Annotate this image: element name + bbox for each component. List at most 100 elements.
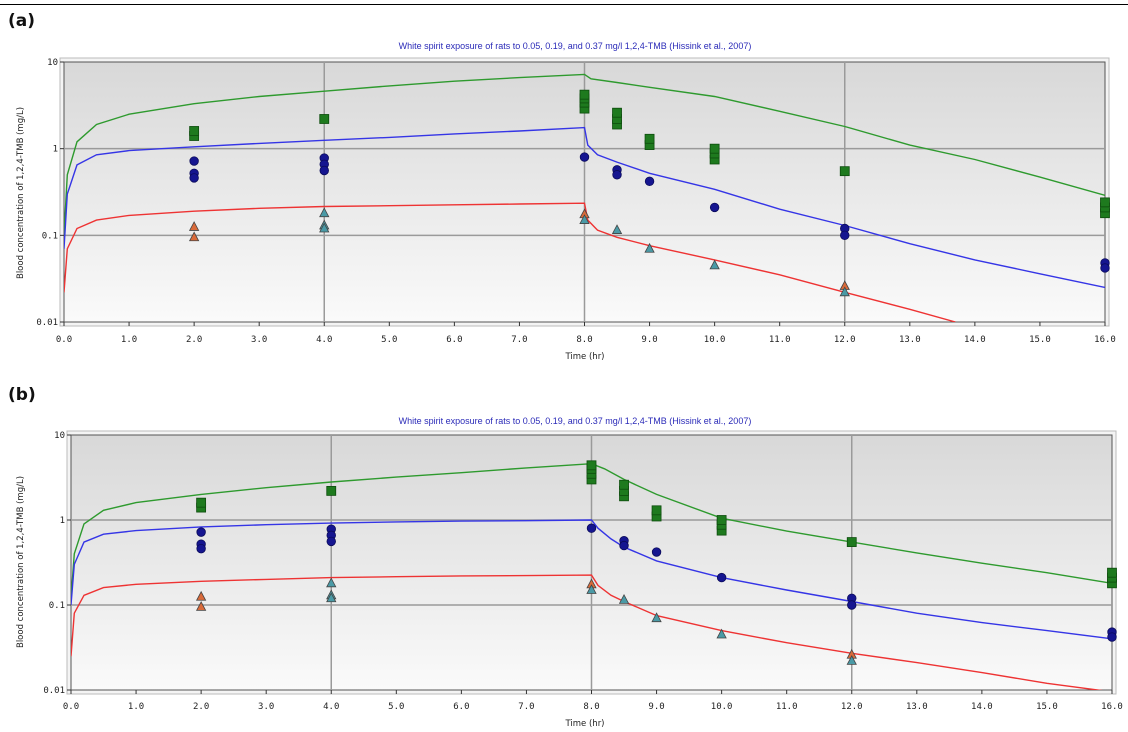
data-point-circle (840, 230, 850, 241)
data-point-circle (189, 173, 199, 183)
data-point-triangle (709, 259, 720, 270)
x-tick-label: 5.0 (388, 702, 404, 712)
x-tick-label: 10.0 (704, 335, 726, 345)
y-axis-label: Blood concentration of 1,2,4-TMB (mg/L) (16, 476, 26, 648)
x-tick-label: 5.0 (381, 335, 397, 345)
data-point-circle (326, 536, 336, 547)
data-point-triangle (611, 224, 623, 234)
data-point-triangle (839, 286, 850, 297)
data-point-square (651, 505, 662, 516)
data-point-triangle (319, 222, 330, 233)
x-tick-label: 3.0 (258, 702, 274, 712)
x-tick-label: 3.0 (251, 335, 267, 345)
series-line (71, 462, 1112, 599)
y-axis-label: Blood concentration of 1,2,4-TMB (mg/L) (16, 107, 26, 279)
x-tick-label: 8.0 (583, 702, 599, 712)
data-point-circle (586, 523, 597, 533)
data-point-square (839, 166, 850, 177)
data-point-circle (1107, 632, 1117, 642)
data-point-circle (651, 547, 662, 557)
data-point-triangle (586, 584, 597, 594)
data-point-circle (196, 543, 206, 554)
data-point-triangle (846, 655, 857, 665)
data-point-square (846, 537, 857, 547)
y-tick-label: 1 (53, 145, 58, 155)
x-tick-label: 11.0 (776, 702, 798, 712)
data-point-triangle (644, 242, 655, 253)
data-point-circle (189, 156, 199, 166)
data-point-circle (847, 600, 857, 610)
x-tick-label: 7.0 (518, 702, 534, 712)
panel-b: (b) White spirit exposure of rats to 0.0… (8, 385, 1123, 729)
x-tick-label: 15.0 (1036, 702, 1058, 712)
x-tick-label: 0.0 (63, 702, 79, 712)
data-point-circle (644, 176, 655, 187)
x-tick-label: 13.0 (899, 335, 921, 345)
data-point-triangle (326, 592, 337, 603)
top-rule (0, 4, 1128, 5)
data-point-triangle (326, 577, 337, 588)
x-tick-label: 7.0 (511, 335, 527, 345)
x-tick-label: 9.0 (648, 702, 664, 712)
data-point-square (586, 460, 597, 471)
data-point-square (326, 485, 337, 496)
x-tick-label: 6.0 (453, 702, 469, 712)
series-line (71, 519, 1112, 640)
data-point-triangle (188, 221, 200, 231)
data-point-circle (196, 527, 206, 537)
data-point-square (189, 126, 200, 136)
series-line (71, 574, 1103, 690)
data-point-square (612, 107, 622, 118)
data-point-circle (716, 572, 727, 583)
x-tick-label: 1.0 (121, 335, 137, 345)
data-point-triangle (195, 590, 207, 601)
panel-label: (a) (8, 11, 35, 31)
data-point-square (319, 114, 330, 124)
panel-label: (b) (8, 385, 36, 405)
x-tick-label: 11.0 (769, 335, 791, 345)
x-tick-label: 4.0 (323, 702, 339, 712)
data-point-circle (619, 540, 629, 551)
observed-group (195, 460, 1117, 665)
data-point-triangle (195, 601, 207, 611)
y-tick-label: 1 (60, 516, 65, 526)
y-tick-label: 10 (47, 58, 58, 68)
x-axis-label: Time (hr) (564, 352, 604, 362)
observed-group (188, 89, 1110, 297)
chart-title: White spirit exposure of rats to 0.05, 0… (399, 41, 752, 51)
data-point-triangle (651, 612, 662, 623)
data-point-square (579, 89, 590, 100)
y-tick-label: 0.1 (49, 601, 65, 611)
data-point-circle (579, 152, 590, 162)
x-tick-label: 2.0 (186, 335, 202, 345)
x-axis-label: Time (hr) (564, 719, 604, 729)
data-point-square (1107, 567, 1117, 578)
x-tick-label: 2.0 (193, 702, 209, 712)
panel-a: (a) White spirit exposure of rats to 0.0… (8, 11, 1116, 362)
series-group (71, 462, 1112, 690)
x-tick-label: 14.0 (971, 702, 993, 712)
data-point-triangle (716, 628, 727, 639)
x-tick-label: 0.0 (56, 335, 72, 345)
x-tick-label: 9.0 (641, 335, 657, 345)
series-line (64, 73, 1105, 236)
data-point-triangle (618, 593, 630, 604)
y-tick-label: 0.1 (42, 231, 58, 241)
data-point-square (716, 515, 727, 525)
x-tick-label: 13.0 (906, 702, 928, 712)
series-line (64, 126, 1105, 289)
x-tick-label: 16.0 (1094, 335, 1116, 345)
data-point-triangle (188, 231, 200, 242)
x-tick-label: 15.0 (1029, 335, 1051, 345)
data-point-circle (319, 165, 329, 176)
series-group (64, 73, 1105, 322)
data-point-circle (612, 170, 622, 180)
series-line (64, 202, 956, 322)
data-point-circle (709, 202, 720, 213)
x-tick-label: 1.0 (128, 702, 144, 712)
y-tick-label: 10 (54, 431, 65, 441)
x-tick-label: 14.0 (964, 335, 986, 345)
x-tick-label: 4.0 (316, 335, 332, 345)
x-tick-label: 6.0 (446, 335, 462, 345)
